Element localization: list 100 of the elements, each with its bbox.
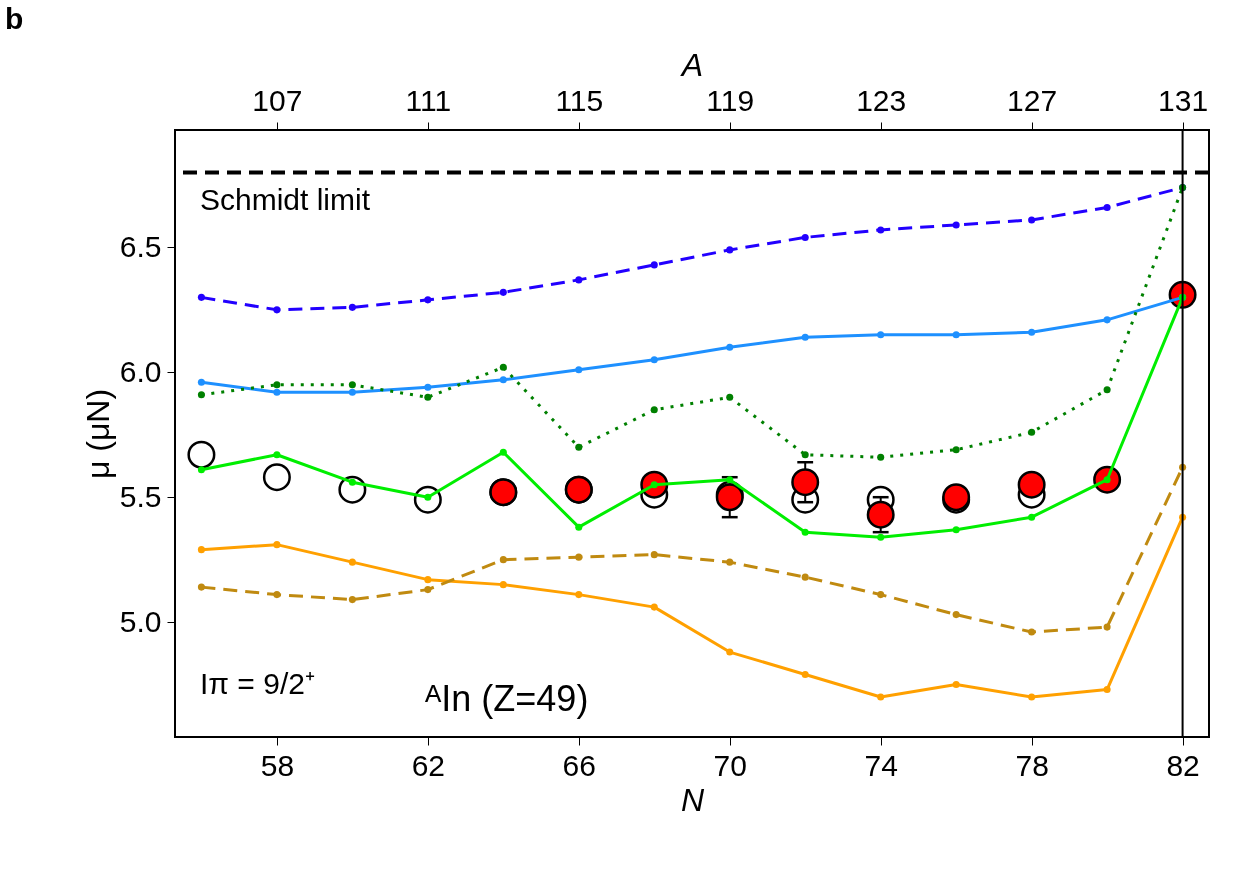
point — [348, 596, 356, 604]
point — [187, 440, 216, 469]
x-tick-label: 70 — [713, 748, 747, 782]
point — [877, 533, 885, 541]
point — [1028, 428, 1036, 436]
point — [877, 453, 885, 461]
point — [348, 381, 356, 389]
x-tick-label: 74 — [864, 748, 898, 782]
point — [273, 306, 281, 314]
y-tick-label: 6.5 — [119, 229, 162, 263]
point — [877, 226, 885, 234]
point — [424, 296, 432, 304]
point — [273, 451, 281, 459]
point — [726, 246, 734, 254]
point — [650, 261, 658, 269]
x-tick-label: 66 — [562, 748, 596, 782]
annotation: Iπ = 9/2⁺ — [200, 667, 315, 700]
x-tick-label: 78 — [1015, 748, 1049, 782]
point — [424, 586, 432, 594]
point — [877, 693, 885, 701]
point — [197, 378, 205, 386]
point — [952, 221, 960, 229]
point — [650, 356, 658, 364]
point — [1028, 513, 1036, 521]
point — [575, 443, 583, 451]
point — [801, 671, 809, 679]
point — [726, 393, 734, 401]
point — [801, 451, 809, 459]
point — [1028, 328, 1036, 336]
point — [1103, 386, 1111, 394]
point — [424, 383, 432, 391]
point — [197, 546, 205, 554]
point — [650, 551, 658, 559]
x2-tick-label: 111 — [405, 83, 452, 117]
point — [197, 391, 205, 399]
point — [499, 376, 507, 384]
point — [575, 591, 583, 599]
point — [197, 583, 205, 591]
point — [499, 363, 507, 371]
point — [1028, 693, 1036, 701]
point — [726, 476, 734, 484]
point — [1017, 470, 1046, 499]
point — [575, 276, 583, 284]
x2-tick-label: 127 — [1007, 83, 1058, 117]
point — [273, 541, 281, 549]
x2-tick-label: 107 — [252, 83, 303, 117]
point — [348, 388, 356, 396]
point — [424, 393, 432, 401]
point — [952, 446, 960, 454]
x2-tick-label: 131 — [1158, 83, 1209, 117]
x2-axis-title: A — [679, 46, 704, 83]
point — [273, 591, 281, 599]
x2-tick-label: 119 — [706, 83, 755, 117]
point — [1103, 623, 1111, 631]
x-tick-label: 82 — [1166, 748, 1200, 782]
y-tick-label: 5.5 — [119, 479, 162, 513]
point — [801, 333, 809, 341]
point — [499, 581, 507, 589]
text: b — [5, 2, 24, 35]
point — [866, 500, 895, 529]
point — [348, 558, 356, 566]
point — [499, 556, 507, 564]
point — [262, 463, 291, 492]
point — [726, 648, 734, 656]
point — [952, 611, 960, 619]
point — [877, 591, 885, 599]
point — [348, 478, 356, 486]
point — [801, 573, 809, 581]
point — [197, 466, 205, 474]
point — [575, 553, 583, 561]
point — [1028, 216, 1036, 224]
point — [1103, 203, 1111, 211]
point — [726, 558, 734, 566]
point — [348, 303, 356, 311]
x2-tick-label: 115 — [555, 83, 604, 117]
point — [650, 406, 658, 414]
point — [273, 381, 281, 389]
point — [499, 448, 507, 456]
ref-line-label: Schmidt limit — [200, 183, 371, 217]
point — [273, 388, 281, 396]
point — [650, 603, 658, 611]
point — [499, 288, 507, 296]
point — [1028, 628, 1036, 636]
point — [575, 523, 583, 531]
y-tick-label: 6.0 — [119, 354, 162, 388]
point — [791, 468, 820, 497]
point — [1103, 686, 1111, 694]
point — [726, 343, 734, 351]
x-tick-label: 58 — [260, 748, 295, 782]
y-axis-title: μ (μN) — [79, 388, 116, 480]
point — [575, 366, 583, 374]
point — [877, 331, 885, 339]
x2-tick-label: 123 — [856, 83, 907, 117]
x-axis-title: N — [680, 781, 705, 818]
point — [1103, 316, 1111, 324]
annotation: ᴬIn (Z=49) — [424, 678, 589, 719]
x-tick-label: 62 — [411, 748, 446, 782]
point — [197, 293, 205, 301]
point — [801, 233, 809, 241]
point — [952, 681, 960, 689]
